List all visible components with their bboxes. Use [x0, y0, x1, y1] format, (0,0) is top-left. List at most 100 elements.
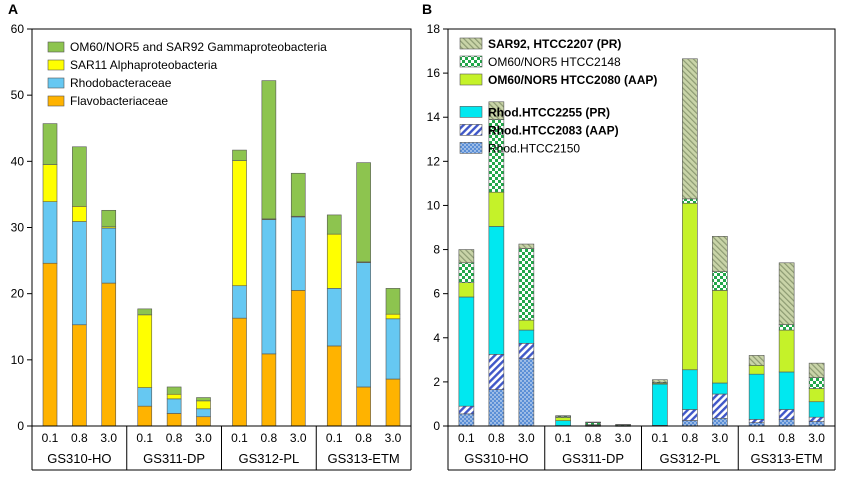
category-label: 0.1: [458, 431, 475, 445]
legend-label: Flavobacteriaceae: [70, 94, 168, 108]
bar-segment: [748, 373, 765, 420]
bar-segment: [682, 202, 698, 371]
legend-swatch: [459, 73, 483, 86]
category-label: 3.0: [518, 431, 535, 445]
legend-label: OM60/NOR5 and SAR92 Gammaproteobacteria: [70, 40, 327, 54]
category-label: 0.8: [166, 431, 183, 445]
panel-b-plot-frame: [447, 28, 836, 427]
bar-segment: [518, 319, 535, 331]
bar-segment: [196, 408, 211, 418]
legend-swatch: [459, 142, 483, 154]
legend-swatch: [47, 77, 65, 89]
bar-segment: [385, 318, 401, 380]
bar-segment: [232, 149, 247, 161]
legend-label: OM60/NOR5 HTCC2148: [488, 55, 621, 69]
bar-segment: [778, 329, 795, 373]
bar-segment: [488, 354, 505, 390]
bar-segment: [712, 236, 728, 272]
bar-segment: [748, 355, 765, 366]
group-label: GS310-HO: [47, 451, 111, 466]
panel-a-ytick-label: 30: [11, 221, 25, 235]
category-label: 3.0: [712, 431, 729, 445]
bar-segment: [555, 420, 571, 426]
bar-segment: [808, 421, 825, 427]
legend-label: Rhod.HTCC2150: [488, 141, 580, 155]
category-label: 0.1: [326, 431, 343, 445]
legend-label: Rhodobacteraceae: [70, 76, 172, 90]
bar-segment: [518, 243, 535, 249]
category-label: 3.0: [385, 431, 402, 445]
bar-segment: [261, 80, 277, 220]
category-label: 0.8: [71, 431, 88, 445]
panel-b-ytick-label: 16: [427, 66, 441, 80]
panel-b-ytick-label: 18: [427, 22, 441, 36]
category-label: 0.1: [231, 431, 248, 445]
bar-segment: [458, 249, 475, 264]
panel-a-chart: A 0 10 20 30 40 50 60 0.1 0.8 3.0 GS310-HO 0.1 0.8 3.0…: [8, 1, 412, 471]
bar-segment: [778, 262, 795, 325]
category-label: 0.8: [355, 431, 372, 445]
panel-a-ytick-label: 0: [17, 419, 24, 433]
panel-b-chart: B 0 2 4 6 8 10 12 14 16 18 0.1 0.8 3.0 GS310-HO 0.1 0.8 3…: [422, 1, 836, 471]
bar-segment: [42, 262, 58, 427]
bar-segment: [682, 58, 698, 200]
legend-swatch: [459, 106, 483, 118]
legend-label: SAR92, HTCC2207 (PR): [488, 37, 621, 51]
bar-segment: [555, 415, 571, 417]
category-label: 3.0: [195, 431, 212, 445]
bar-segment: [458, 296, 475, 407]
bar-segment: [488, 389, 505, 427]
panel-b-ytick-label: 0: [433, 419, 440, 433]
category-label: 0.8: [778, 431, 795, 445]
group-label: GS313-ETM: [751, 451, 823, 466]
bar-segment: [101, 282, 117, 427]
category-label: 0.8: [585, 431, 602, 445]
bar-segment: [232, 317, 247, 427]
bar-segment: [778, 324, 795, 331]
bar-segment: [166, 386, 182, 395]
category-label: 3.0: [100, 431, 117, 445]
legend-label: Rhod.HTCC2083 (AAP): [488, 123, 619, 137]
bar-segment: [326, 233, 342, 289]
bar-segment: [196, 400, 211, 410]
bar-segment: [615, 424, 631, 426]
bar-segment: [290, 172, 306, 217]
bar-segment: [137, 314, 153, 388]
bar-segment: [137, 308, 153, 316]
group-label: GS312-PL: [239, 451, 300, 466]
panel-b-ytick-label: 14: [427, 110, 441, 124]
bar-segment: [232, 160, 247, 287]
bar-segment: [682, 198, 698, 204]
bar-segment: [72, 206, 87, 222]
bar-segment: [196, 397, 211, 402]
group-label: GS313-ETM: [328, 451, 400, 466]
bar-segment: [326, 345, 342, 427]
panel-b-ytick-label: 10: [427, 198, 441, 212]
bar-segment: [458, 413, 475, 427]
bar-segment: [232, 285, 247, 319]
category-label: 3.0: [808, 431, 825, 445]
bar-segment: [682, 409, 698, 421]
category-label: 3.0: [615, 431, 632, 445]
bar-segment: [518, 329, 535, 344]
bar-segment: [166, 413, 182, 427]
bar-segment: [42, 201, 58, 264]
group-label: GS312-PL: [660, 451, 721, 466]
bar-segment: [101, 209, 117, 228]
bar-segment: [808, 362, 825, 378]
bar-segment: [808, 401, 825, 418]
bar-segment: [682, 420, 698, 427]
legend-swatch: [47, 41, 65, 53]
legend-label: SAR11 Alphaproteobacteria: [70, 58, 218, 72]
panel-b-ytick-label: 2: [433, 375, 440, 389]
panel-a-plot-frame: [31, 28, 412, 427]
bar-segment: [261, 353, 277, 427]
panel-a-ytick-label: 60: [11, 22, 25, 36]
group-label: GS310-HO: [464, 451, 528, 466]
legend-swatch: [47, 95, 65, 107]
bar-segment: [652, 379, 668, 383]
bar-segment: [385, 313, 401, 320]
legend-swatch: [47, 59, 65, 71]
bar-segment: [778, 409, 795, 420]
panel-a-ytick-label: 10: [11, 353, 25, 367]
